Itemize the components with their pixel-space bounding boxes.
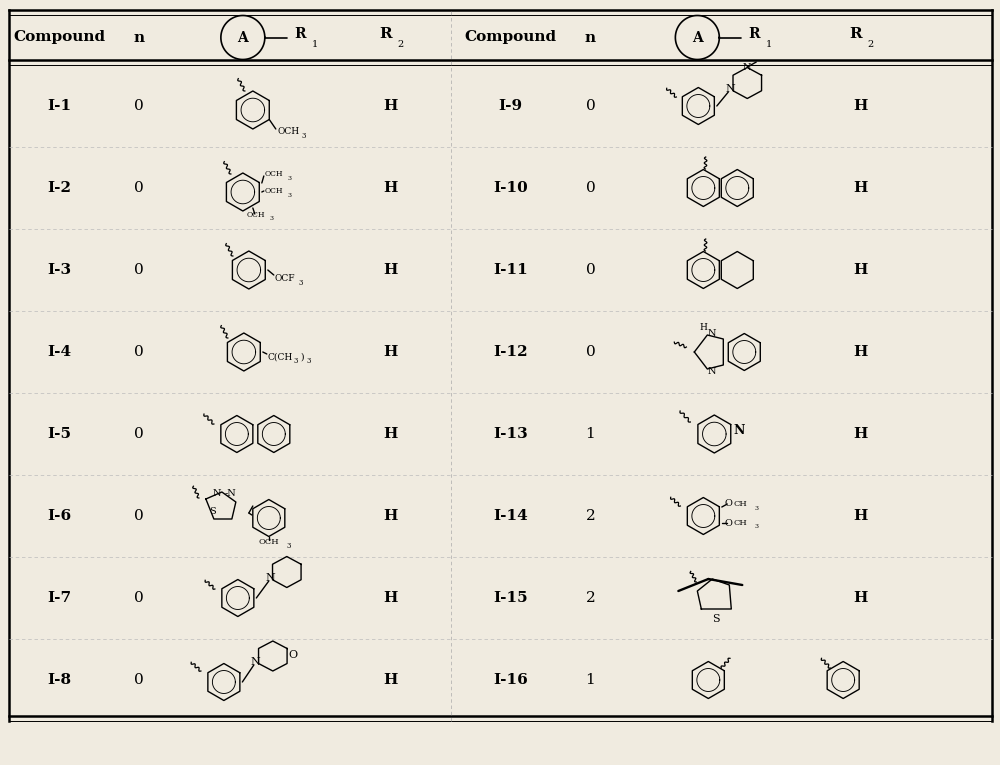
Text: 1: 1 [766, 40, 772, 49]
Text: Compound: Compound [464, 31, 557, 44]
Text: H: H [383, 673, 398, 687]
Text: H: H [383, 427, 398, 441]
Text: H: H [383, 263, 398, 277]
Text: I-9: I-9 [498, 99, 523, 113]
Text: 3: 3 [288, 175, 292, 181]
Text: 2: 2 [867, 40, 873, 49]
Text: N: N [725, 84, 735, 94]
Text: 2: 2 [586, 591, 595, 605]
Text: I-14: I-14 [493, 509, 528, 523]
Text: 0: 0 [134, 99, 144, 113]
Text: I-15: I-15 [493, 591, 528, 605]
Text: H: H [853, 181, 867, 195]
Text: 0: 0 [586, 263, 595, 277]
Text: 3: 3 [288, 193, 292, 197]
Text: n: n [585, 31, 596, 44]
Text: 0: 0 [134, 591, 144, 605]
Text: I-8: I-8 [47, 673, 71, 687]
Text: H: H [853, 509, 867, 523]
Text: H: H [699, 324, 707, 333]
Text: I-6: I-6 [47, 509, 71, 523]
Text: H: H [383, 345, 398, 359]
Text: OCH: OCH [247, 211, 265, 219]
Text: OCH: OCH [265, 187, 283, 195]
Text: 0: 0 [134, 263, 144, 277]
Text: I-11: I-11 [493, 263, 528, 277]
Text: 3: 3 [307, 357, 311, 365]
Text: N: N [734, 424, 745, 437]
Text: R: R [749, 28, 760, 41]
Text: N: N [213, 490, 221, 499]
Text: H: H [383, 509, 398, 523]
Text: H: H [383, 99, 398, 113]
Text: H: H [853, 345, 867, 359]
Text: CH: CH [733, 500, 747, 508]
Text: 0: 0 [586, 181, 595, 195]
Text: -N: -N [225, 490, 237, 499]
Text: I-13: I-13 [493, 427, 528, 441]
Text: N: N [743, 63, 752, 71]
Text: CH: CH [733, 519, 747, 527]
Text: H: H [853, 427, 867, 441]
Text: N: N [251, 657, 261, 667]
Text: 1: 1 [312, 40, 318, 49]
Text: A: A [692, 31, 703, 44]
Text: I-2: I-2 [47, 181, 71, 195]
Text: 0: 0 [134, 181, 144, 195]
Text: I-10: I-10 [493, 181, 528, 195]
Text: C(CH: C(CH [268, 353, 293, 362]
Text: I-1: I-1 [47, 99, 71, 113]
Text: 3: 3 [270, 216, 274, 222]
Text: O: O [288, 650, 297, 660]
Text: 1: 1 [586, 427, 595, 441]
Text: OCF: OCF [275, 275, 295, 284]
Text: H: H [853, 591, 867, 605]
Text: R: R [379, 28, 392, 41]
Text: I-4: I-4 [47, 345, 71, 359]
Text: H: H [383, 181, 398, 195]
Text: 0: 0 [134, 509, 144, 523]
Text: H: H [853, 99, 867, 113]
Text: 3: 3 [287, 542, 291, 550]
Text: 2: 2 [586, 509, 595, 523]
Text: ): ) [301, 353, 304, 362]
Text: N: N [266, 573, 276, 583]
Text: Compound: Compound [13, 31, 105, 44]
Text: 3: 3 [302, 132, 306, 140]
Text: O: O [724, 519, 732, 528]
Text: A: A [237, 31, 248, 44]
Text: I-3: I-3 [47, 263, 71, 277]
Text: n: n [133, 31, 145, 44]
Text: I-16: I-16 [493, 673, 528, 687]
Text: 1: 1 [586, 673, 595, 687]
Text: S: S [210, 506, 216, 516]
Text: H: H [383, 591, 398, 605]
Text: 3: 3 [754, 506, 758, 510]
Text: O: O [724, 500, 732, 509]
Text: OCH: OCH [265, 170, 283, 178]
Text: 2: 2 [398, 40, 404, 49]
Text: R: R [849, 28, 861, 41]
Text: 0: 0 [134, 673, 144, 687]
Text: I-12: I-12 [493, 345, 528, 359]
Text: N: N [708, 330, 717, 338]
Text: 3: 3 [294, 357, 298, 365]
Text: I-7: I-7 [47, 591, 71, 605]
Text: OCH: OCH [259, 538, 279, 546]
Text: N: N [708, 367, 717, 376]
Text: 0: 0 [586, 99, 595, 113]
Text: S: S [713, 614, 720, 624]
Text: 3: 3 [299, 279, 303, 287]
Text: H: H [853, 263, 867, 277]
Text: I-5: I-5 [47, 427, 71, 441]
Text: R: R [294, 28, 306, 41]
Text: 0: 0 [134, 427, 144, 441]
Text: 0: 0 [586, 345, 595, 359]
Text: 0: 0 [134, 345, 144, 359]
Text: 3: 3 [754, 525, 758, 529]
Text: OCH: OCH [278, 128, 300, 136]
